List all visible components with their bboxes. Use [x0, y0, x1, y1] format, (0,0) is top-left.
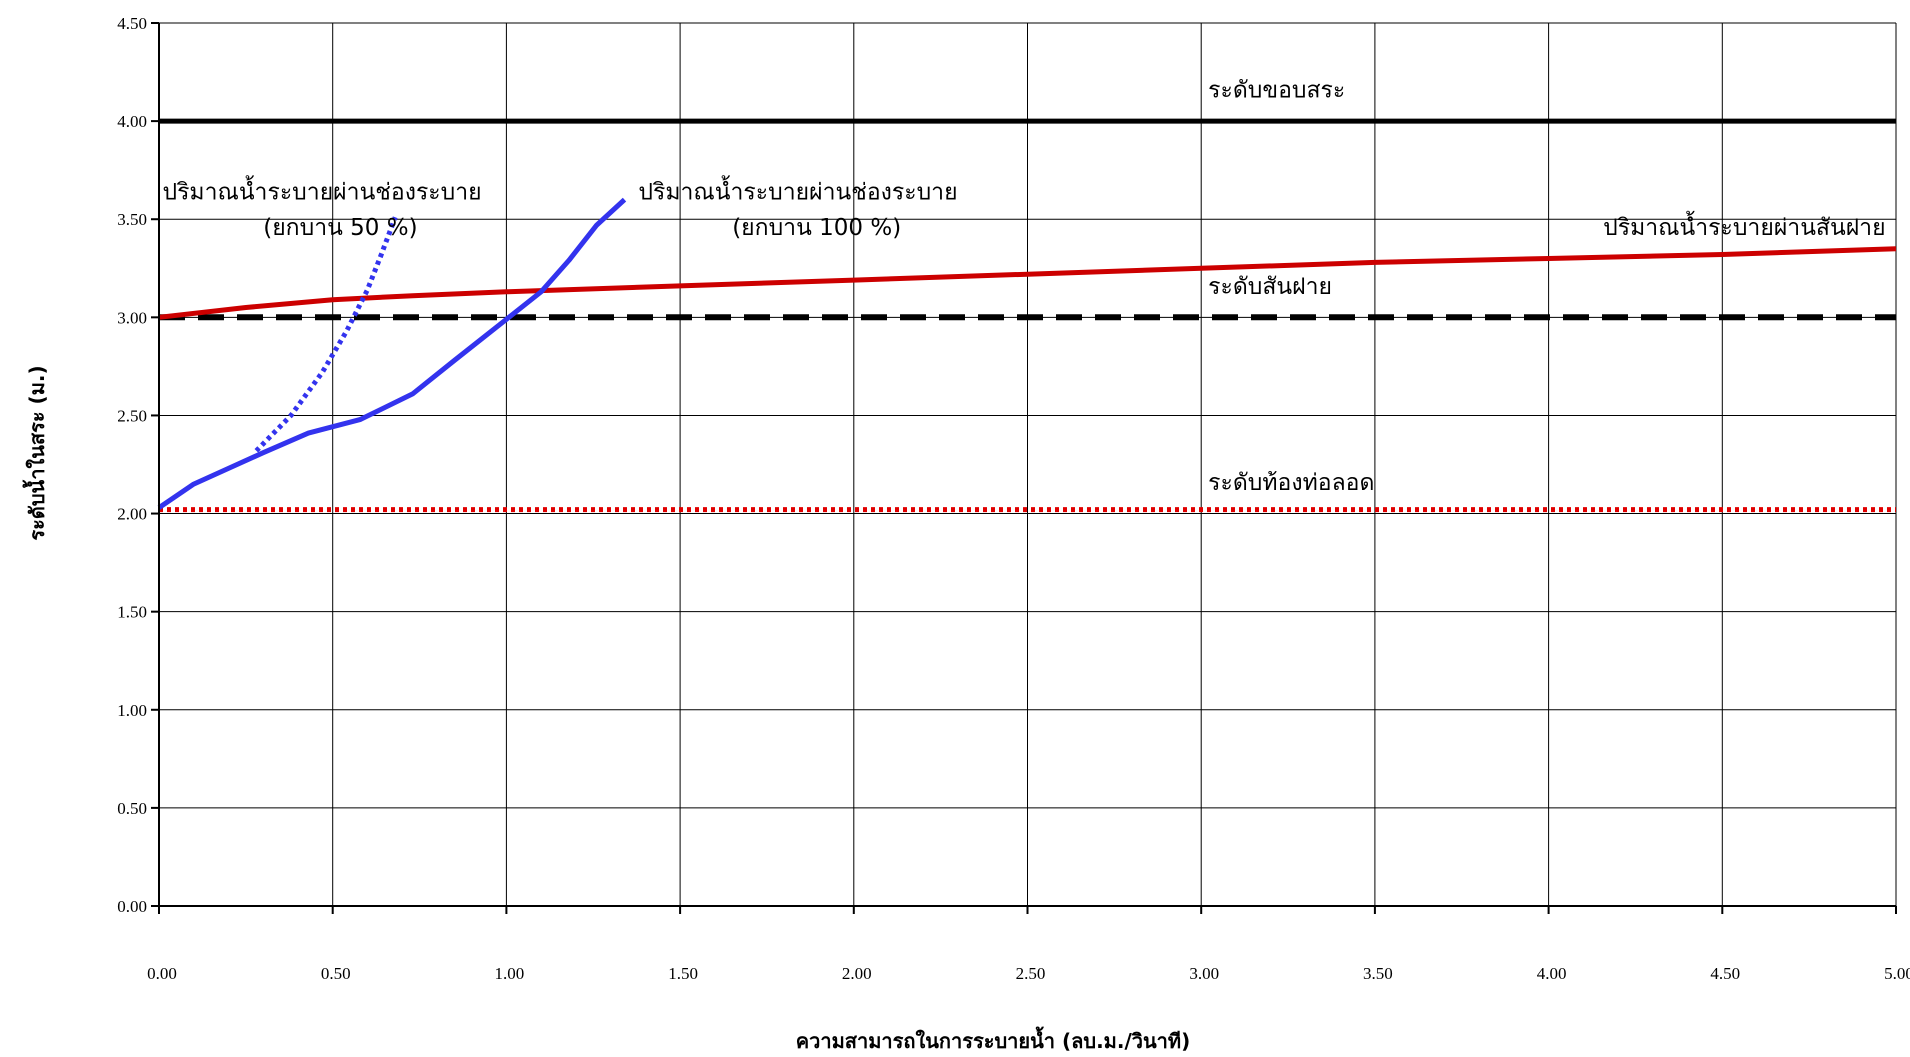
y-tick-label: 3.00 [117, 308, 147, 327]
x-axis-title: ความสามารถในการระบายน้ำ (ลบ.ม./วินาที) [796, 1026, 1190, 1053]
annotation-culvert: ระดับท้องท่อลอด [1208, 470, 1374, 496]
annotation-rim: ระดับขอบสระ [1208, 78, 1345, 104]
annotation-gate100-b: (ยกบาน 100 %) [732, 215, 901, 241]
x-tick-label: 3.00 [1189, 964, 1219, 983]
y-tick-label: 2.50 [117, 406, 147, 425]
series-layer [157, 118, 1897, 513]
annotation-gate100-a: ปริมาณน้ำระบายผ่านช่องระบาย [638, 176, 957, 206]
series-gate-50 [254, 216, 398, 453]
x-tick-label: 4.00 [1537, 964, 1567, 983]
x-tick-label: 1.50 [668, 964, 698, 983]
x-tick-label: 2.00 [842, 964, 872, 983]
y-tick-label: 1.00 [117, 701, 147, 720]
series-weir-discharge [158, 246, 1897, 320]
y-tick-label: 4.50 [117, 14, 147, 33]
x-tick-label: 5.00 [1884, 964, 1910, 983]
annotation-gate50-b: (ยกบาน 50 %) [263, 215, 417, 241]
series-gate-100 [157, 197, 627, 510]
annotation-weir: ปริมาณน้ำระบายผ่านสันฝาย [1603, 211, 1885, 241]
axes [151, 22, 1897, 914]
x-tick-label: 2.50 [1016, 964, 1046, 983]
y-tick-label: 1.50 [117, 603, 147, 622]
y-tick-label: 0.00 [117, 897, 147, 916]
grid [159, 22, 1897, 906]
x-tick-label: 3.50 [1363, 964, 1393, 983]
annotation-crest: ระดับสันฝาย [1208, 274, 1332, 300]
x-tick-label: 0.50 [321, 964, 351, 983]
y-axis-title: ระดับน้ำในสระ (ม.) [22, 365, 49, 540]
y-tick-label: 2.00 [117, 505, 147, 524]
tick-labels: 0.00 0.50 1.00 1.50 2.00 2.50 3.00 3.50 4.00 4.50… [117, 14, 1910, 983]
y-tick-label: 4.00 [117, 112, 147, 131]
x-tick-label: 1.00 [495, 964, 525, 983]
x-tick-label: 0.00 [147, 964, 177, 983]
annotation-gate50-a: ปริมาณน้ำระบายผ่านช่องระบาย [162, 176, 481, 206]
x-tick-label: 4.50 [1710, 964, 1740, 983]
y-tick-label: 0.50 [117, 799, 147, 818]
y-tick-label: 3.50 [117, 210, 147, 229]
